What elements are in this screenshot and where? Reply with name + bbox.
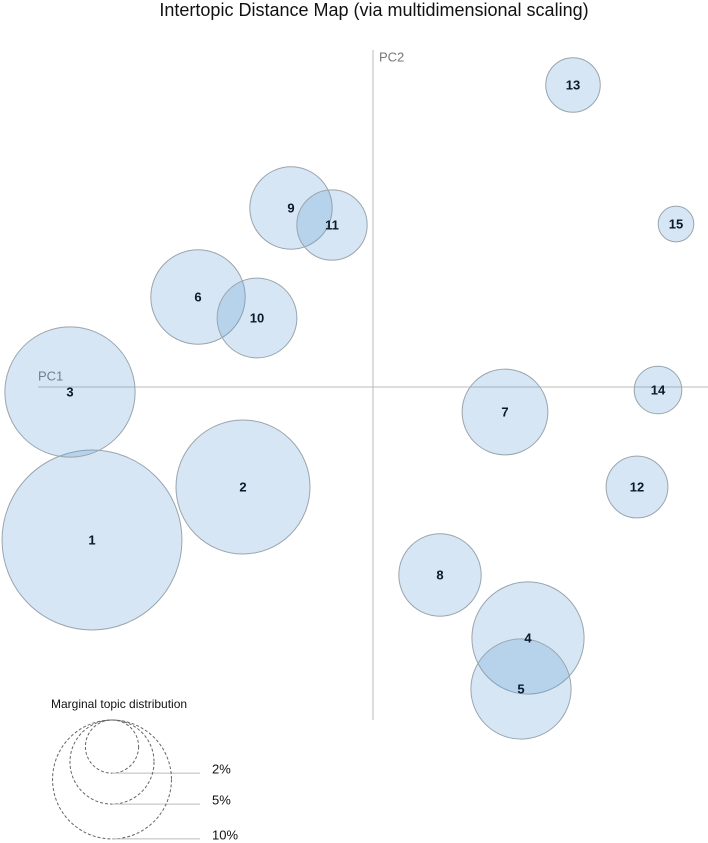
topic-label: 3	[66, 384, 73, 399]
topic-bubble	[150, 249, 246, 345]
topic-label: 6	[194, 289, 201, 304]
legend-title: Marginal topic distribution	[51, 697, 187, 711]
topic-label: 15	[669, 216, 683, 231]
topic-label: 5	[517, 681, 524, 696]
topic-label: 12	[630, 479, 644, 494]
topic-label: 10	[250, 310, 264, 325]
chart-title: Intertopic Distance Map (via multidimens…	[159, 0, 588, 20]
topic-bubble	[657, 205, 695, 243]
topic-label: 1	[88, 532, 95, 547]
topic-bubble	[471, 581, 585, 695]
topic-label: 14	[651, 382, 666, 397]
topic-bubble	[470, 638, 572, 740]
topic-label: 7	[501, 404, 508, 419]
topic-label: 11	[325, 217, 339, 232]
legend-label: 5%	[212, 793, 231, 808]
topic-bubble	[461, 368, 549, 456]
topic-bubble	[4, 326, 136, 458]
legend-label: 10%	[212, 827, 238, 842]
x-axis-label: PC1	[38, 368, 63, 383]
topic-bubble	[296, 189, 368, 261]
topic-bubble	[398, 533, 482, 617]
legend-label: 2%	[212, 762, 231, 777]
topic-label: 2	[239, 479, 246, 494]
topic-label: 4	[524, 630, 532, 645]
topic-label: 8	[436, 567, 443, 582]
legend-circle	[84, 719, 140, 774]
topic-bubble	[175, 419, 311, 555]
topic-label: 9	[287, 200, 294, 215]
topic-bubble	[1, 449, 183, 631]
legend-circle	[52, 719, 172, 840]
y-axis-label: PC2	[379, 49, 404, 64]
topic-bubble	[605, 455, 669, 519]
topic-label: 13	[566, 77, 580, 92]
legend-circle	[69, 719, 155, 805]
topic-bubble	[216, 277, 298, 359]
topic-bubble	[249, 166, 333, 250]
topic-bubble	[545, 57, 601, 113]
topic-bubble	[633, 365, 683, 415]
